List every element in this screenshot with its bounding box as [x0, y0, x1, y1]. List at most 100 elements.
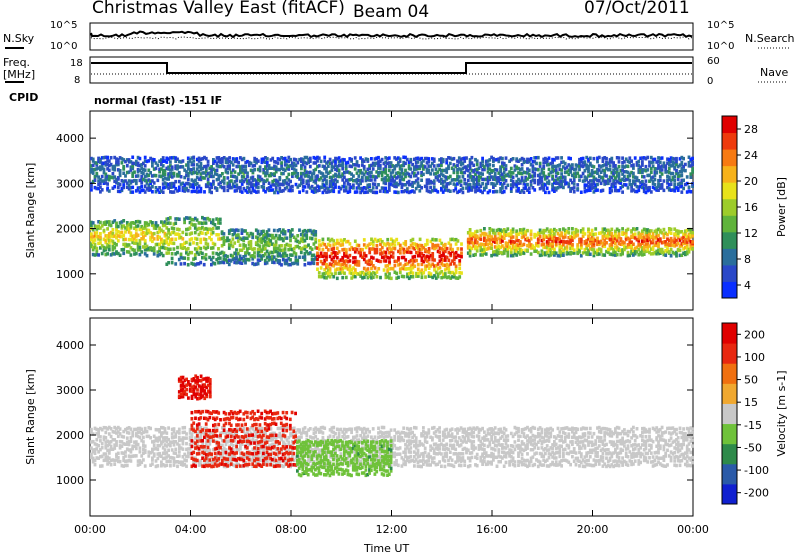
heatmap-cell	[633, 246, 637, 251]
heatmap-cell	[565, 165, 569, 169]
heatmap-cell	[242, 238, 246, 243]
heatmap-cell	[199, 260, 203, 265]
heatmap-cell	[393, 181, 397, 186]
heatmap-cell	[522, 160, 526, 165]
heatmap-cell	[90, 244, 93, 249]
heatmap-cell	[352, 271, 355, 276]
heatmap-cell	[362, 159, 366, 163]
heatmap-cell	[253, 189, 257, 193]
heatmap-cell	[501, 244, 504, 248]
heatmap-cell	[443, 255, 447, 259]
heatmap-cell	[657, 166, 660, 170]
heatmap-cell	[427, 164, 431, 168]
heatmap-cell	[610, 243, 614, 247]
heatmap-cell	[195, 157, 199, 162]
heatmap-cell	[486, 175, 490, 180]
heatmap-cell	[653, 243, 657, 247]
freq-unit-label: [MHz]	[3, 68, 35, 81]
heatmap-cell	[592, 175, 596, 179]
heatmap-cell	[520, 163, 524, 167]
heatmap-cell	[335, 251, 339, 256]
heatmap-cell	[167, 426, 170, 430]
heatmap-cell	[289, 229, 292, 234]
heatmap-cell	[263, 258, 267, 263]
heatmap-cell	[217, 435, 221, 439]
heatmap-cell	[133, 252, 136, 256]
heatmap-cell	[666, 232, 669, 237]
heatmap-cell	[131, 237, 135, 242]
heatmap-cell	[142, 443, 145, 448]
heatmap-cell	[127, 179, 131, 183]
heatmap-cell	[529, 229, 533, 233]
heatmap-cell	[330, 188, 334, 193]
heatmap-cell	[624, 230, 628, 235]
heatmap-cell	[346, 259, 350, 264]
heatmap-cell	[195, 181, 199, 186]
heatmap-cell	[199, 432, 203, 436]
heatmap-cell	[299, 232, 303, 237]
heatmap-cell	[102, 437, 106, 442]
heatmap-cell	[321, 237, 325, 242]
heatmap-cell	[249, 176, 253, 180]
heatmap-cell	[220, 244, 224, 248]
heatmap-cell	[493, 168, 497, 172]
heatmap-cell	[472, 244, 476, 248]
heatmap-cell	[240, 175, 244, 179]
heatmap-cell	[472, 175, 476, 179]
heatmap-cell	[520, 176, 524, 180]
heatmap-cell	[533, 171, 537, 176]
heatmap-cell	[143, 233, 147, 237]
heatmap-cell	[549, 237, 553, 241]
heatmap-cell	[240, 170, 244, 174]
heatmap-cell	[463, 156, 467, 160]
heatmap-cell	[140, 427, 144, 431]
heatmap-cell	[350, 157, 353, 162]
heatmap-cell	[280, 236, 283, 241]
heatmap-cell	[425, 242, 429, 246]
heatmap-cell	[172, 429, 176, 434]
heatmap-cell	[210, 190, 213, 195]
heatmap-cell	[442, 263, 445, 267]
heatmap-cell	[158, 190, 161, 194]
heatmap-cell	[590, 164, 594, 168]
heatmap-cell	[628, 156, 632, 160]
heatmap-cell	[628, 182, 632, 186]
heatmap-cell	[592, 239, 596, 244]
heatmap-cell	[511, 244, 515, 249]
heatmap-cell	[134, 454, 138, 458]
heatmap-cell	[560, 231, 563, 235]
heatmap-cell	[396, 161, 400, 165]
heatmap-cell	[202, 227, 206, 231]
heatmap-cell	[287, 178, 291, 182]
heatmap-cell	[411, 162, 414, 167]
heatmap-cell	[389, 254, 393, 259]
heatmap-cell	[294, 182, 298, 187]
heatmap-cell	[684, 182, 687, 187]
heatmap-cell	[167, 231, 170, 235]
heatmap-cell	[470, 232, 474, 236]
heatmap-cell	[352, 256, 355, 260]
heatmap-cell	[655, 234, 659, 239]
heatmap-cell	[402, 264, 406, 268]
heatmap-cell	[300, 171, 303, 176]
heatmap-cell	[678, 184, 682, 189]
heatmap-cell	[95, 246, 99, 251]
heatmap-cell	[567, 156, 571, 160]
heatmap-cell	[431, 237, 435, 242]
heatmap-cell	[398, 262, 402, 266]
heatmap-cell	[612, 253, 615, 257]
heatmap-cell	[154, 166, 158, 171]
heatmap-cell	[149, 181, 152, 186]
heatmap-cell	[641, 156, 644, 160]
heatmap-cell	[199, 231, 203, 235]
heatmap-cell	[676, 234, 680, 238]
heatmap-cell	[391, 251, 395, 255]
heatmap-cell	[431, 262, 435, 266]
heatmap-cell	[626, 170, 630, 175]
heatmap-cell	[334, 253, 337, 258]
heatmap-cell	[563, 166, 567, 171]
heatmap-cell	[563, 170, 567, 175]
heatmap-cell	[97, 166, 100, 170]
heatmap-cell	[635, 250, 639, 254]
heatmap-cell	[585, 251, 589, 255]
